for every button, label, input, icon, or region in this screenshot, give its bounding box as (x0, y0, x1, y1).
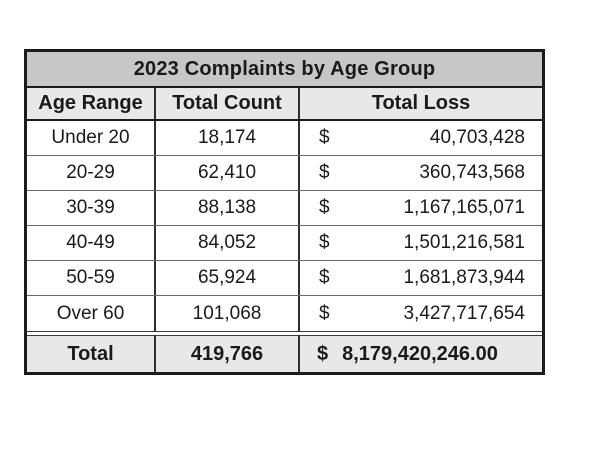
total-loss-cell: $ 360,743,568 (300, 156, 542, 190)
total-loss-value: 8,179,420,246.00 (342, 342, 498, 365)
table-row: 50-59 65,924 $ 1,681,873,944 (27, 261, 542, 296)
age-range-cell: Over 60 (27, 296, 156, 331)
column-header-total-loss: Total Loss (371, 92, 471, 114)
total-count-cell: 62,410 (156, 156, 300, 190)
column-header-age-range: Age Range (27, 88, 156, 119)
total-loss-value: 360,743,568 (419, 162, 525, 183)
total-loss-cell: $ 3,427,717,654 (300, 296, 542, 331)
complaints-by-age-table: 2023 Complaints by Age Group Age Range T… (24, 49, 545, 375)
currency-symbol: $ (319, 162, 330, 183)
age-range-cell: 20-29 (27, 156, 156, 190)
currency-symbol: $ (319, 127, 330, 148)
total-loss-cell: $ 8,179,420,246.00 (300, 336, 542, 372)
total-loss-value: 40,703,428 (429, 127, 525, 148)
total-loss-value: 3,427,717,654 (403, 302, 525, 324)
total-label: Total (27, 336, 156, 372)
column-header-total-count: Total Count (156, 88, 300, 119)
age-range-cell: 40-49 (27, 226, 156, 260)
table-header-row: Age Range Total Count Total Loss (27, 88, 542, 121)
age-range-cell: 30-39 (27, 191, 156, 225)
total-separator (27, 331, 542, 336)
total-loss-cell: $ 1,501,216,581 (300, 226, 542, 260)
currency-symbol: $ (319, 232, 330, 253)
total-count-cell: 18,174 (156, 121, 300, 155)
table-row: Over 60 101,068 $ 3,427,717,654 (27, 296, 542, 331)
currency-symbol: $ (319, 197, 330, 218)
table-body: Under 20 18,174 $ 40,703,428 20-29 62,41… (27, 121, 542, 331)
table-row: 40-49 84,052 $ 1,501,216,581 (27, 226, 542, 261)
total-count-value: 419,766 (156, 336, 300, 372)
total-count-cell: 65,924 (156, 261, 300, 295)
age-range-cell: Under 20 (27, 121, 156, 155)
total-row: Total 419,766 $ 8,179,420,246.00 (27, 336, 542, 372)
currency-symbol: $ (319, 267, 330, 288)
total-loss-cell: $ 1,167,165,071 (300, 191, 542, 225)
total-count-cell: 101,068 (156, 296, 300, 331)
table-title: 2023 Complaints by Age Group (27, 52, 542, 88)
table-row: Under 20 18,174 $ 40,703,428 (27, 121, 542, 156)
total-loss-cell: $ 40,703,428 (300, 121, 542, 155)
total-count-cell: 88,138 (156, 191, 300, 225)
table-row: 20-29 62,410 $ 360,743,568 (27, 156, 542, 191)
age-range-cell: 50-59 (27, 261, 156, 295)
total-loss-value: 1,681,873,944 (403, 267, 525, 288)
table-row: 30-39 88,138 $ 1,167,165,071 (27, 191, 542, 226)
total-loss-value: 1,501,216,581 (403, 232, 525, 253)
total-loss-value: 1,167,165,071 (403, 197, 525, 218)
total-count-cell: 84,052 (156, 226, 300, 260)
currency-symbol: $ (319, 302, 330, 324)
currency-symbol: $ (317, 342, 329, 365)
total-loss-cell: $ 1,681,873,944 (300, 261, 542, 295)
